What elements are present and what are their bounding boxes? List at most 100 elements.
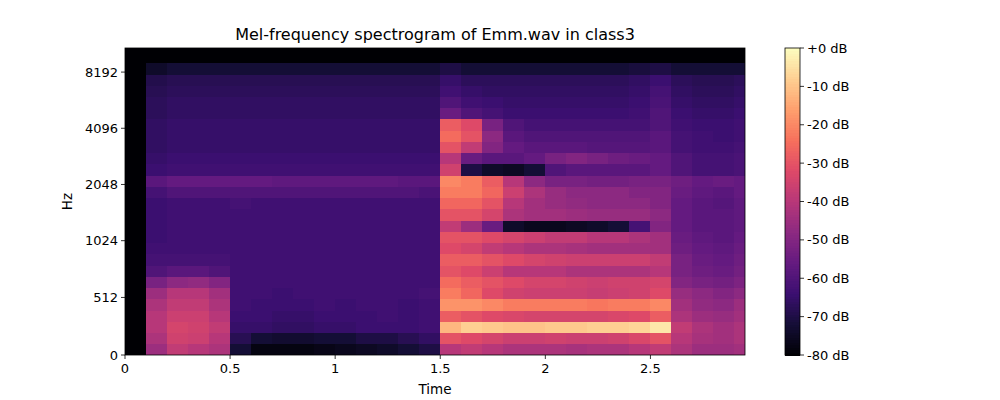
cell xyxy=(734,265,745,277)
cell xyxy=(125,276,147,288)
cell xyxy=(671,48,693,63)
cell xyxy=(587,231,609,243)
cell xyxy=(671,108,693,120)
cell xyxy=(293,48,315,63)
cell xyxy=(356,108,378,120)
cell xyxy=(503,276,525,288)
cell xyxy=(125,48,147,63)
cell xyxy=(608,344,630,355)
cell xyxy=(356,243,378,255)
x-tick xyxy=(125,355,126,359)
cell xyxy=(230,153,252,165)
cell xyxy=(608,209,630,221)
cell xyxy=(377,85,399,97)
cell xyxy=(608,63,630,75)
cell xyxy=(167,220,189,232)
cell xyxy=(146,164,168,176)
cell xyxy=(419,175,441,187)
cell xyxy=(524,175,546,187)
cell xyxy=(650,321,672,333)
cell xyxy=(650,220,672,232)
cell xyxy=(167,198,189,209)
colorbar-frame xyxy=(785,48,800,355)
cell xyxy=(125,344,147,355)
cell xyxy=(251,108,273,120)
cell xyxy=(482,288,504,300)
cell xyxy=(209,175,231,187)
cell xyxy=(608,231,630,243)
cell xyxy=(545,130,567,142)
cell xyxy=(419,276,441,288)
cell xyxy=(503,243,525,255)
cell xyxy=(650,130,672,142)
cell xyxy=(167,231,189,243)
cell xyxy=(293,333,315,345)
cell xyxy=(335,141,357,153)
cell xyxy=(356,321,378,333)
cell xyxy=(146,130,168,142)
cell xyxy=(650,186,672,198)
colorbar-tick-label: +0 dB xyxy=(807,41,847,56)
cell xyxy=(566,310,588,322)
y-tick-label: 0 xyxy=(110,348,118,363)
cell xyxy=(335,344,357,355)
cell xyxy=(314,220,336,232)
cell xyxy=(272,288,294,300)
cell xyxy=(188,310,210,322)
cell xyxy=(440,74,462,86)
cell xyxy=(356,198,378,209)
cell xyxy=(734,344,745,355)
cell xyxy=(356,85,378,97)
cell xyxy=(419,198,441,209)
cell xyxy=(608,74,630,86)
y-tick-label: 8192 xyxy=(85,65,118,80)
cell xyxy=(188,130,210,142)
cell xyxy=(167,344,189,355)
cell xyxy=(146,288,168,300)
cell xyxy=(146,231,168,243)
cell xyxy=(146,74,168,86)
cell xyxy=(419,220,441,232)
cell xyxy=(356,299,378,311)
cell xyxy=(587,48,609,63)
cell xyxy=(587,198,609,209)
cell xyxy=(146,141,168,153)
cell xyxy=(335,175,357,187)
cell xyxy=(650,63,672,75)
cell xyxy=(272,243,294,255)
cell xyxy=(251,153,273,165)
cell xyxy=(713,198,735,209)
cell xyxy=(209,186,231,198)
cell xyxy=(629,48,651,63)
cell xyxy=(125,265,147,277)
cell xyxy=(146,310,168,322)
cell xyxy=(314,186,336,198)
cell xyxy=(209,265,231,277)
cell xyxy=(482,276,504,288)
cell xyxy=(188,186,210,198)
cell xyxy=(650,175,672,187)
cell xyxy=(419,74,441,86)
cell xyxy=(713,243,735,255)
cell xyxy=(461,85,483,97)
cell xyxy=(293,276,315,288)
cell xyxy=(146,344,168,355)
cell xyxy=(629,175,651,187)
cell xyxy=(293,209,315,221)
cell xyxy=(335,243,357,255)
cell xyxy=(608,186,630,198)
cell xyxy=(692,310,714,322)
cell xyxy=(734,321,745,333)
cell xyxy=(188,48,210,63)
cell xyxy=(650,153,672,165)
cell xyxy=(125,164,147,176)
cell xyxy=(251,321,273,333)
colorbar-tick-label: -80 dB xyxy=(807,348,850,363)
cell xyxy=(314,254,336,266)
cell xyxy=(251,175,273,187)
cell xyxy=(293,344,315,355)
cell xyxy=(566,153,588,165)
cell xyxy=(692,220,714,232)
cell xyxy=(692,288,714,300)
cell xyxy=(566,108,588,120)
